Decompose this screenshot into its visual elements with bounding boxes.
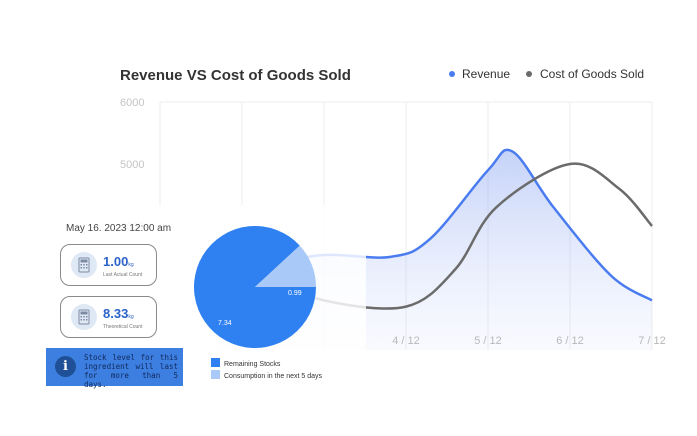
remaining-swatch [211,358,220,367]
theoretical-value: 8.33kg [103,306,134,321]
consumption-legend-label: Consumption in the next 5 days [224,373,323,380]
x-tick-label: 6 / 12 [556,335,584,347]
legend-cogs-label: Cost of Goods Sold [540,67,644,81]
x-tick-label: 4 / 12 [392,335,420,347]
legend-revenue-dot [449,71,455,77]
last-actual-count-card: 1.00kg Last Actual Count [60,244,157,286]
y-tick-label: 5000 [120,159,144,171]
theoretical-label: Theoretical Count [103,324,143,330]
remaining-legend-label: Remaining Stocks [224,361,281,368]
legend-revenue-label: Revenue [462,67,510,81]
last-actual-label: Last Actual Count [103,272,143,278]
inventory-date: May 16. 2023 12:00 am [66,223,172,234]
last-actual-value: 1.00kg [103,254,134,269]
last-actual-unit: kg [128,262,134,268]
pie-legend-remaining: Remaining Stocks [211,358,280,368]
x-axis-ticks: 4 / 12 5 / 12 6 / 12 7 / 12 [392,335,666,347]
info-icon: i [55,356,76,377]
theoretical-unit: kg [128,314,134,320]
x-tick-label: 7 / 12 [638,335,666,347]
calculator-icon [71,252,97,278]
chart-title: Revenue VS Cost of Goods Sold [120,67,351,84]
pie-slice-remaining [193,225,316,348]
calculator-icon [71,304,97,330]
stock-pie-chart: 0.99 7.34 [193,225,316,348]
legend-cogs-dot [526,71,532,77]
chart-legend: Revenue Cost of Goods Sold [449,67,644,81]
consumption-swatch [211,370,220,379]
theoretical-count-card: 8.33kg Theoretical Count [60,296,157,338]
pie-slice-consumption [255,245,316,287]
y-tick-label: 6000 [120,97,144,109]
pie-legend-consumption: Consumption in the next 5 days [211,370,322,380]
pie-label-consumption: 0.99 [288,290,302,297]
pie-label-remaining: 7.34 [218,320,232,327]
stock-info-banner: i Stock level for this ingredient will l… [46,348,183,389]
stock-info-text: Stock level for this ingredient will las… [84,353,178,389]
x-tick-label: 5 / 12 [474,335,502,347]
